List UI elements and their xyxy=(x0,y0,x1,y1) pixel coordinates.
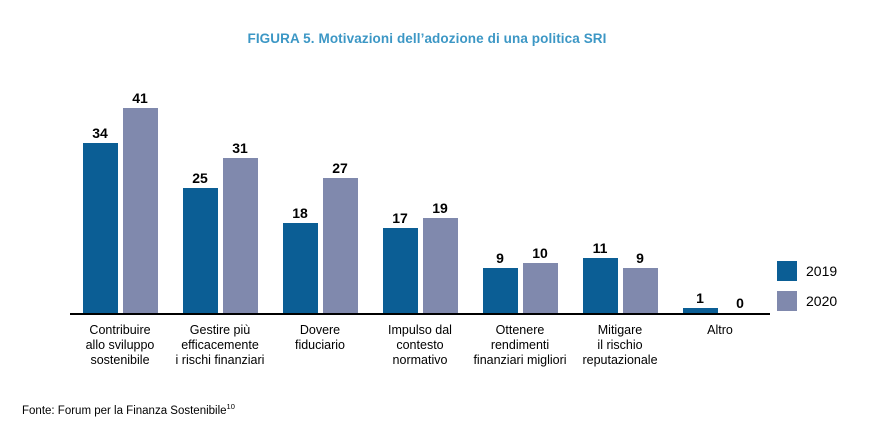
legend-label-2020: 2020 xyxy=(806,293,838,309)
category-label: Ottenere rendimenti finanziari migliori xyxy=(473,323,567,367)
category-label: Impulso dal contesto normativo xyxy=(388,323,452,367)
bar-value-label: 10 xyxy=(532,245,548,261)
bar-value-label: 17 xyxy=(392,210,408,226)
category-label: Dovere fiduciario xyxy=(294,323,346,352)
bar-group: 17 19 xyxy=(370,201,470,313)
legend-item-2019: 2019 xyxy=(777,261,837,281)
bar-value-label: 25 xyxy=(192,170,208,186)
bar-value-label: 31 xyxy=(232,140,248,156)
bar-cell-2020: 41 xyxy=(122,90,158,313)
bar-cell-2020: 0 xyxy=(723,296,758,313)
category-label: Gestire più efficacemente i rischi finan… xyxy=(175,323,265,367)
bar-2019 xyxy=(282,223,318,313)
category-label: Contribuire allo sviluppo sostenibile xyxy=(85,323,155,367)
bar-value-label: 27 xyxy=(332,160,348,176)
legend-label-2019: 2019 xyxy=(806,263,838,279)
bar-2020 xyxy=(622,268,658,313)
bar-value-label: 18 xyxy=(292,205,308,221)
bar-2019 xyxy=(682,308,718,313)
bar-cell-2020: 31 xyxy=(222,140,258,313)
bar-value-label: 1 xyxy=(696,290,704,306)
category-label: Altro xyxy=(707,323,733,337)
bar-cell-2019: 17 xyxy=(382,210,418,313)
bar-group: 34 41 xyxy=(70,91,170,313)
bar-cell-2019: 9 xyxy=(482,250,518,313)
bar-2020 xyxy=(122,108,158,313)
source-footnote-marker: 10 xyxy=(226,402,235,411)
bar-2019 xyxy=(82,143,118,313)
legend-swatch-2020-icon xyxy=(777,291,797,311)
legend: 2019 2020 xyxy=(777,261,837,311)
source-note: Fonte: Forum per la Finanza Sostenibile1… xyxy=(22,402,235,417)
bar-value-label: 0 xyxy=(736,295,744,311)
bar-2020 xyxy=(222,158,258,313)
plot-area: 34 41 25 31 18 27 17 19 9 10 11 9 1 0 xyxy=(70,91,770,315)
bar-cell-2019: 25 xyxy=(182,170,218,313)
bar-cell-2019: 18 xyxy=(282,205,318,313)
bar-cell-2020: 19 xyxy=(422,200,458,313)
bar-group: 25 31 xyxy=(170,141,270,313)
category-label: Mitigare il rischio reputazionale xyxy=(582,323,658,367)
bar-group: 11 9 xyxy=(570,241,670,313)
bar-cell-2020: 10 xyxy=(522,245,558,313)
bar-value-label: 19 xyxy=(432,200,448,216)
figure-title: FIGURA 5. Motivazioni dell’adozione di u… xyxy=(247,31,607,46)
bar-cell-2020: 9 xyxy=(622,250,658,313)
bar-group: 9 10 xyxy=(470,246,570,313)
bar-2020 xyxy=(322,178,358,313)
bar-2019 xyxy=(182,188,218,313)
source-text: Fonte: Forum per la Finanza Sostenibile xyxy=(22,404,227,417)
category-axis: Contribuire allo sviluppo sostenibile Ges… xyxy=(70,323,770,368)
bar-cell-2019: 34 xyxy=(82,125,118,313)
bar-value-label: 41 xyxy=(132,90,148,106)
bar-2020 xyxy=(522,263,558,313)
bar-value-label: 11 xyxy=(592,240,608,256)
bar-cell-2020: 27 xyxy=(322,160,358,313)
legend-item-2020: 2020 xyxy=(777,291,837,311)
bar-group: 18 27 xyxy=(270,161,370,313)
bar-value-label: 9 xyxy=(636,250,644,266)
bar-2019 xyxy=(382,228,418,313)
bar-cell-2019: 11 xyxy=(582,240,618,313)
bar-2019 xyxy=(482,268,518,313)
bar-2020 xyxy=(422,218,458,313)
bar-value-label: 34 xyxy=(92,125,108,141)
bar-2019 xyxy=(582,258,618,313)
bar-cell-2019: 1 xyxy=(682,290,718,313)
legend-swatch-2019-icon xyxy=(777,261,797,281)
bar-value-label: 9 xyxy=(496,250,504,266)
